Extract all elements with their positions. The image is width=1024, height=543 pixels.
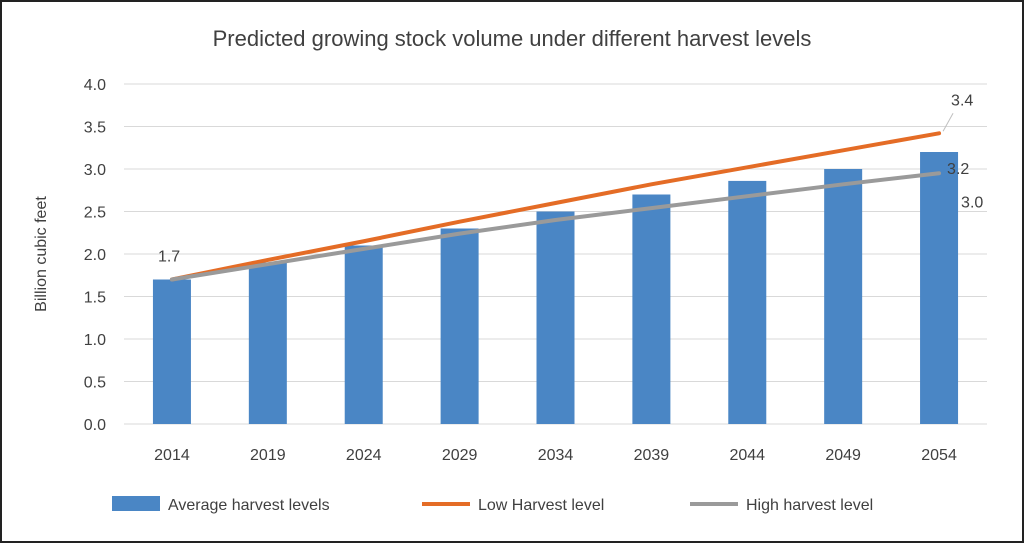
y-tick-label: 2.0: [84, 247, 106, 264]
bar: [248, 262, 287, 424]
bar: [344, 245, 383, 424]
legend-swatch: [112, 496, 160, 511]
series-line: [169, 131, 942, 282]
y-tick-label: 1.0: [84, 332, 106, 349]
y-tick-label: 4.0: [84, 77, 106, 94]
data-label: 1.7: [158, 249, 180, 266]
y-axis-ticks: 0.0 0.5 1.0 1.5 2.0 2.5 3.0 3.5 4.0: [84, 77, 106, 434]
data-labels: 1.7 3.4 3.2 3.0: [158, 92, 983, 265]
y-tick-label: 0.5: [84, 375, 106, 392]
legend-label: Low Harvest level: [478, 497, 604, 514]
legend: Average harvest levels Low Harvest level H…: [112, 496, 873, 514]
bar: [728, 180, 767, 424]
data-label: 3.2: [947, 161, 969, 178]
data-label: 3.0: [961, 194, 983, 211]
bar: [824, 169, 863, 424]
x-tick-label: 2044: [729, 447, 765, 464]
x-tick-label: 2034: [538, 447, 574, 464]
bar: [632, 194, 671, 424]
x-tick-label: 2029: [442, 447, 478, 464]
x-tick-label: 2014: [154, 447, 190, 464]
data-label: 3.4: [951, 92, 973, 109]
y-tick-label: 1.5: [84, 290, 106, 307]
x-axis-ticks: 2014 2019 2024 2029 2034 2039 2044 2049 2054: [154, 447, 957, 464]
x-tick-label: 2019: [250, 447, 286, 464]
line-series: [169, 131, 942, 282]
x-tick-label: 2049: [825, 447, 861, 464]
y-axis-label: Billion cubic feet: [33, 196, 50, 312]
y-tick-label: 3.0: [84, 162, 106, 179]
x-tick-label: 2039: [634, 447, 670, 464]
bar: [920, 152, 959, 424]
bar: [536, 211, 575, 424]
y-tick-label: 2.5: [84, 205, 106, 222]
series-line: [169, 171, 942, 282]
y-tick-label: 0.0: [84, 417, 106, 434]
x-tick-label: 2024: [346, 447, 382, 464]
data-label-leader: [942, 113, 954, 132]
y-tick-label: 3.5: [84, 120, 106, 137]
legend-label: High harvest level: [746, 497, 873, 514]
bar-series: [152, 152, 959, 424]
legend-label: Average harvest levels: [168, 497, 330, 514]
bar: [152, 279, 191, 424]
chart-title: Predicted growing stock volume under dif…: [213, 26, 812, 51]
x-tick-label: 2054: [921, 447, 957, 464]
bar: [440, 228, 479, 424]
